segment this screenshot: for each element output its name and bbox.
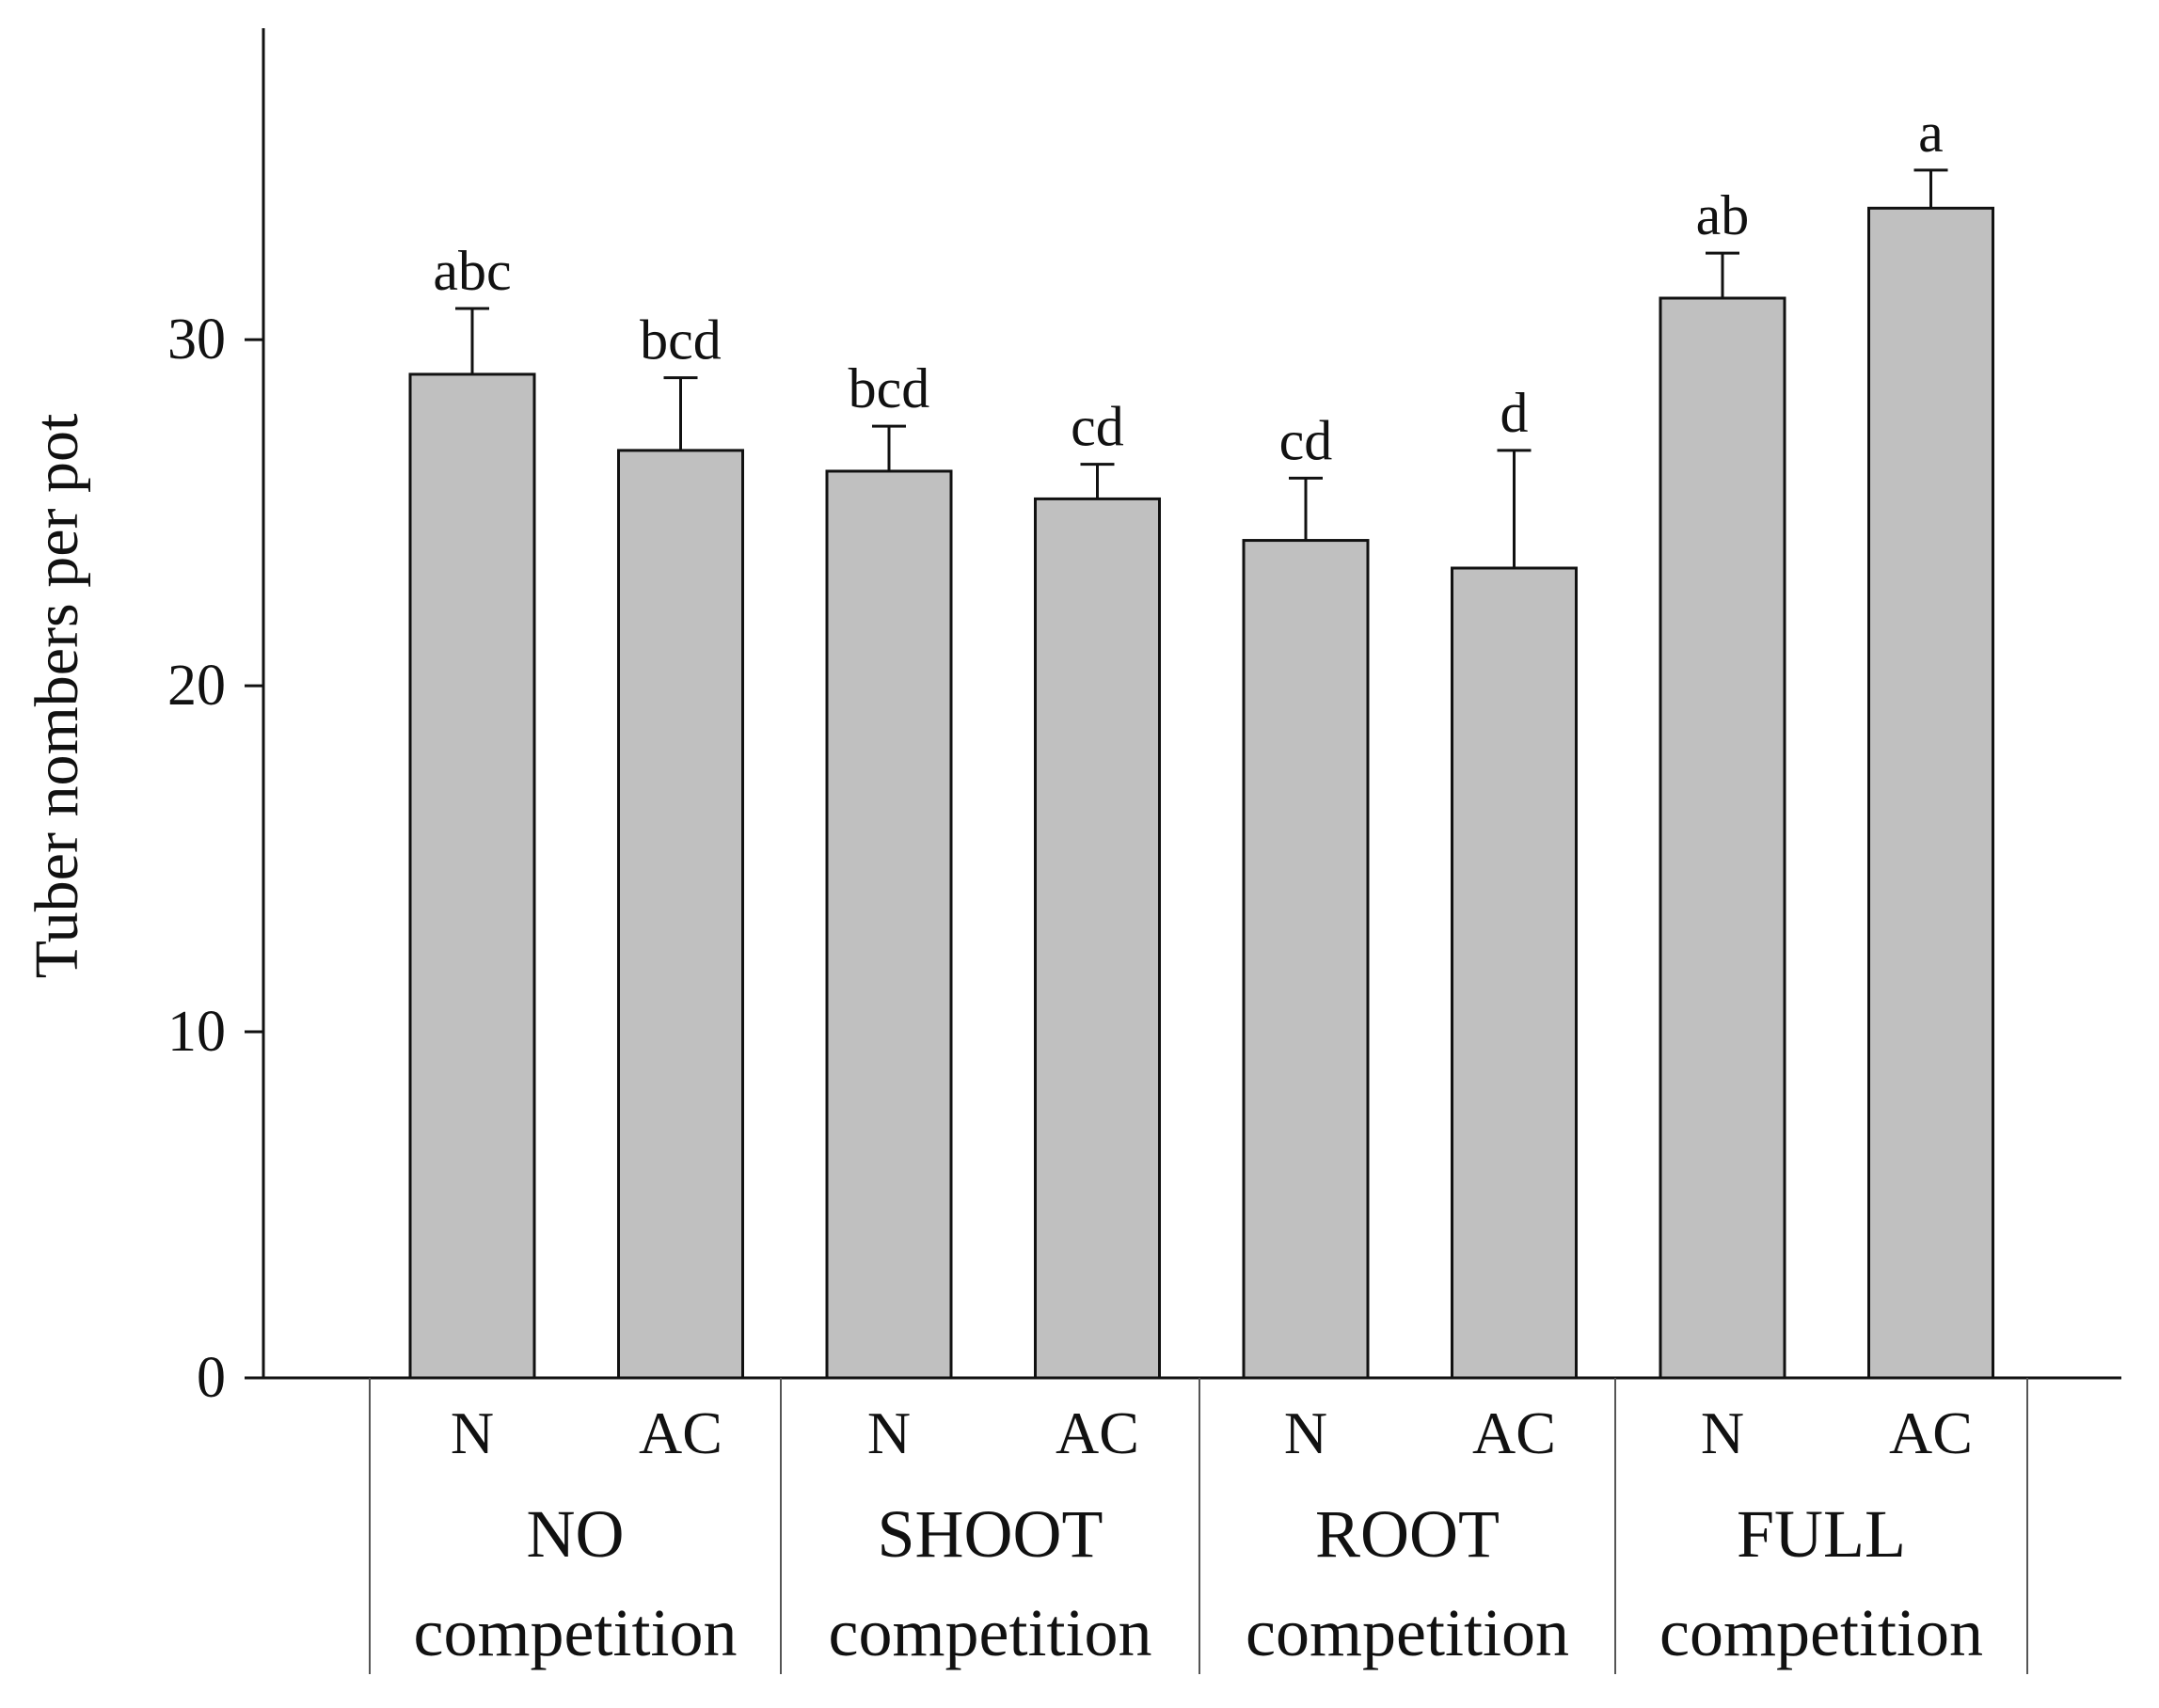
bar	[617, 449, 744, 1380]
significance-label: cd	[1279, 409, 1333, 471]
bar	[1034, 497, 1161, 1380]
category-label: N	[1701, 1400, 1744, 1466]
group-label-line2: competition	[1659, 1595, 1983, 1670]
group-label-line2: competition	[1246, 1595, 1569, 1670]
category-label: N	[451, 1400, 494, 1466]
category-label: AC	[1889, 1400, 1973, 1466]
bar	[1867, 206, 1994, 1380]
group-label-line1: NO	[527, 1496, 625, 1572]
category-label: AC	[1056, 1400, 1139, 1466]
group-label-line1: SHOOT	[877, 1496, 1103, 1572]
significance-label: ab	[1696, 184, 1750, 246]
group-label-line2: competition	[829, 1595, 1152, 1670]
y-axis-title: Tuber nombers per pot	[23, 414, 91, 979]
category-label: AC	[1472, 1400, 1556, 1466]
significance-label: abc	[433, 240, 511, 302]
significance-label: cd	[1071, 396, 1124, 458]
category-label: N	[1284, 1400, 1327, 1466]
bar	[825, 469, 953, 1380]
y-tick-label: 10	[167, 1000, 226, 1064]
y-tick-label: 0	[197, 1346, 226, 1410]
significance-label: bcd	[640, 309, 722, 372]
y-tick-label: 30	[167, 308, 226, 372]
category-label: N	[867, 1400, 911, 1466]
significance-label: bcd	[849, 357, 930, 419]
y-tick-label: 20	[167, 654, 226, 718]
bar	[1242, 539, 1370, 1380]
bar	[1659, 296, 1786, 1380]
group-label-line1: FULL	[1737, 1496, 1906, 1572]
bar	[408, 372, 536, 1380]
category-label: AC	[639, 1400, 722, 1466]
significance-label: d	[1500, 382, 1529, 444]
group-label-line2: competition	[414, 1595, 738, 1670]
group-label-line1: ROOT	[1315, 1496, 1500, 1572]
bar	[1451, 566, 1578, 1380]
significance-label: a	[1918, 102, 1944, 164]
